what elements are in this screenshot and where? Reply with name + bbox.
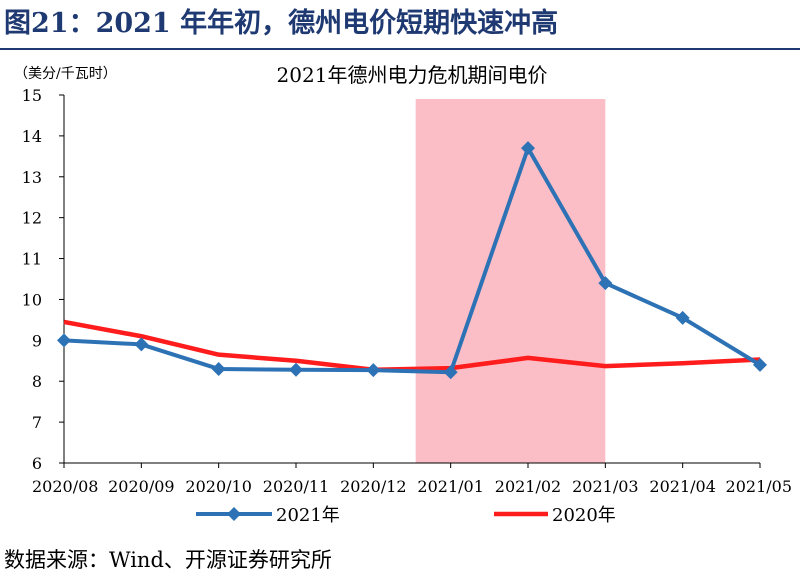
data-point-marker — [134, 337, 149, 352]
data-point-marker — [211, 361, 226, 376]
chart-title: 2021年德州电力危机期间电价 — [277, 63, 548, 87]
data-point-marker — [289, 362, 303, 377]
data-point-marker — [675, 310, 690, 325]
unit-label: （美分/千瓦时） — [14, 66, 117, 82]
data-point-marker — [598, 276, 613, 291]
y-tick-label: 15 — [22, 86, 42, 105]
figure-title: 图21：2021 年年初，德州电价短期快速冲高 — [4, 8, 559, 39]
legend-marker-2021 — [227, 507, 241, 521]
x-tick-label: 2021/03 — [572, 477, 638, 496]
x-tick-label: 2020/08 — [32, 477, 98, 496]
y-tick-label: 10 — [22, 290, 42, 309]
y-tick-label: 7 — [32, 413, 42, 432]
x-tick-label: 2020/11 — [263, 477, 329, 496]
y-tick-label: 6 — [32, 454, 42, 473]
y-tick-label: 13 — [22, 168, 42, 187]
data-point-marker — [443, 365, 458, 380]
series-line-2020年 — [63, 319, 761, 373]
highlight-band — [415, 99, 606, 463]
y-tick-label: 9 — [32, 331, 42, 350]
data-point-marker — [57, 333, 71, 348]
data-point-marker — [521, 141, 535, 156]
x-tick-label: 2020/12 — [340, 477, 406, 496]
y-tick-label: 12 — [22, 209, 42, 228]
x-tick-label: 2020/10 — [185, 477, 251, 496]
x-tick-label: 2021/05 — [726, 477, 792, 496]
x-tick-label: 2021/01 — [417, 477, 483, 496]
legend-label-2020: 2020年 — [552, 505, 616, 526]
x-tick-label: 2021/02 — [495, 477, 561, 496]
price-line-chart: 6 7 8 9 10 11 12 13 14 15 2020/08 2020/09 2020/10 202… — [14, 63, 792, 526]
series-line-2021年 — [63, 146, 762, 375]
data-point-marker — [366, 363, 381, 378]
x-tick-label: 2021/04 — [649, 477, 715, 496]
y-tick-label: 14 — [22, 127, 42, 146]
legend-label-2021: 2021年 — [276, 505, 340, 526]
x-tick-label: 2020/09 — [108, 477, 174, 496]
data-point-marker — [753, 357, 767, 372]
y-tick-label: 11 — [22, 250, 42, 269]
title-rule — [0, 48, 800, 50]
y-tick-label: 8 — [32, 372, 42, 391]
data-source: 数据来源：Wind、开源证券研究所 — [4, 548, 332, 572]
